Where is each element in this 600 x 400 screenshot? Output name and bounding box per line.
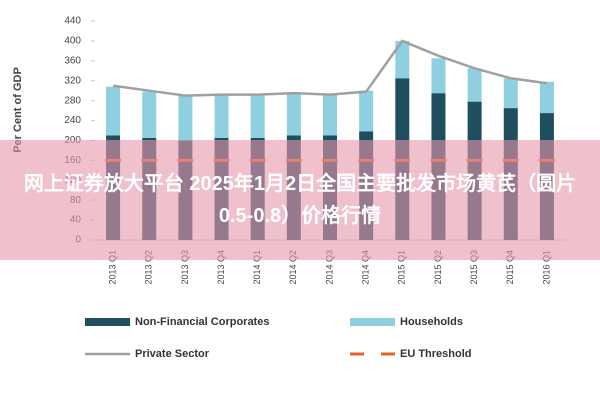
y-tick-label: 440 bbox=[64, 16, 81, 27]
x-tick-label: 2015 Q1 bbox=[397, 250, 407, 285]
bar bbox=[106, 86, 121, 136]
bar bbox=[467, 68, 482, 102]
x-tick-label: 2013 Q2 bbox=[144, 250, 154, 285]
bar bbox=[178, 95, 193, 141]
bar bbox=[142, 91, 157, 138]
bar bbox=[431, 58, 446, 94]
bar bbox=[286, 93, 301, 136]
y-tick-label: 240 bbox=[64, 115, 81, 126]
x-tick-label: 2014 Q3 bbox=[324, 250, 334, 285]
y-tick-label: 320 bbox=[64, 75, 81, 86]
x-tick-label: 2015 Q4 bbox=[505, 250, 515, 285]
bar bbox=[395, 40, 410, 79]
y-tick-label: 280 bbox=[64, 95, 81, 106]
overlay-banner: 网上证券放大平台 2025年1月2日全国主要批发市场黄芪（圆片0.5-0.8）价… bbox=[0, 140, 600, 260]
bar bbox=[250, 94, 265, 138]
x-tick-label: 2013 Q1 bbox=[107, 250, 117, 285]
bar bbox=[214, 94, 229, 138]
x-tick-label: 2014 Q1 bbox=[252, 250, 262, 285]
y-tick-label: 400 bbox=[64, 36, 81, 47]
bar bbox=[359, 90, 374, 132]
legend-label: Households bbox=[400, 316, 463, 328]
bar bbox=[539, 81, 554, 114]
x-tick-label: 2013 Q3 bbox=[180, 250, 190, 285]
bar bbox=[323, 94, 337, 136]
overlay-text: 网上证券放大平台 2025年1月2日全国主要批发市场黄芪（圆片0.5-0.8）价… bbox=[23, 173, 577, 227]
y-tick-label: 360 bbox=[64, 55, 81, 66]
legend-label: EU Threshold bbox=[400, 348, 472, 360]
line bbox=[112, 39, 548, 97]
x-tick-label: 2014 Q4 bbox=[361, 250, 371, 285]
x-tick-label: 2016 Q1 bbox=[541, 250, 551, 285]
x-tick-label: 2015 Q3 bbox=[469, 250, 479, 285]
x-tick-label: 2015 Q2 bbox=[433, 250, 443, 285]
legend-label: Non-Financial Corporates bbox=[135, 316, 269, 328]
legend-swatch bbox=[85, 318, 130, 326]
bar bbox=[503, 78, 518, 109]
x-tick-label: 2013 Q4 bbox=[216, 250, 226, 285]
legend-swatch bbox=[350, 318, 395, 326]
legend-label: Private Sector bbox=[135, 348, 210, 360]
y-axis-title: Per Cent of GDP bbox=[12, 67, 24, 153]
x-tick-label: 2014 Q2 bbox=[288, 250, 298, 285]
